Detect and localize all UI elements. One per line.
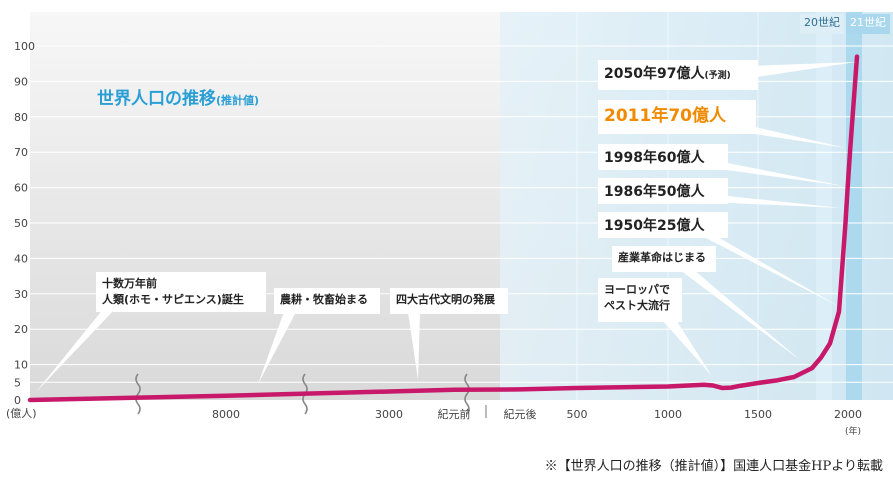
x-tick-label: 1500 <box>744 408 772 421</box>
annotation-text: 農耕・牧畜始まる <box>280 292 368 306</box>
axis-break-mark <box>464 373 470 415</box>
annotation-pointer <box>702 236 838 306</box>
annotation-industrial: 産業革命はじまる <box>612 246 800 360</box>
chart-title-suffix: (推計値) <box>216 93 259 107</box>
x-tick-label: 500 <box>567 408 588 421</box>
annotation-box <box>612 246 716 272</box>
annotation-small: (予測) <box>704 69 730 81</box>
annotation-box <box>598 100 756 134</box>
annotation-pointer <box>750 62 856 78</box>
annotation-pointer <box>742 124 846 148</box>
era-band-20c <box>816 12 832 400</box>
annotation-box <box>598 60 758 90</box>
era-label-bg-21c <box>846 14 890 34</box>
annotation-text: ヨーロッパで <box>604 283 670 296</box>
annotation-box <box>390 288 508 314</box>
x-axis-unit: (年) <box>845 425 861 437</box>
annotation-box <box>598 278 682 322</box>
chart-title: 世界人口の推移(推計値) <box>97 88 259 109</box>
y-tick-label: 0 <box>14 394 21 407</box>
annotation-agri: 農耕・牧畜始まる <box>258 288 380 384</box>
y-tick-label: 10 <box>14 359 28 372</box>
annotation-pointer <box>408 312 420 380</box>
x-tick-label: 紀元後 <box>504 407 537 421</box>
annotation-text: 2050年97億人(予測) <box>604 65 731 82</box>
annotation-box <box>598 212 728 238</box>
y-axis-unit: (億人) <box>6 407 37 420</box>
annotation-text: 2011年70億人 <box>604 105 727 126</box>
annotation-y2011: 2011年70億人 <box>598 100 846 148</box>
y-tick-label: 30 <box>14 288 28 301</box>
series <box>27 54 860 403</box>
axis-break-mark <box>135 373 141 415</box>
x-tick-label: 8000 <box>212 408 240 421</box>
y-tick-label: 70 <box>14 146 28 159</box>
annotation-y1950: 1950年25億人 <box>598 212 838 306</box>
annotation-text: ペスト大流行 <box>604 298 670 312</box>
x-tick-label: 2000 <box>834 408 862 421</box>
annotation-text: 四大古代文明の発展 <box>396 292 496 306</box>
annotation-pointer <box>258 312 296 384</box>
era-band-21c <box>846 12 862 400</box>
x-tick-label: 紀元前 <box>438 407 471 421</box>
annotation-box <box>96 272 266 312</box>
annotation-text: 人類(ホモ・サピエンス)誕生 <box>102 292 244 306</box>
annotation-text: 1998年60億人 <box>604 149 705 166</box>
annotation-y1986: 1986年50億人 <box>598 178 842 208</box>
annotation-y2050: 2050年97億人(予測) <box>598 60 856 90</box>
y-axis: 0 5 10 20 30 40 50 60 70 80 90 100 (億人) <box>6 40 37 420</box>
annotation-box <box>274 288 380 314</box>
annotation-pointer <box>680 270 800 360</box>
annotation-pointer <box>708 194 842 208</box>
annotation-text: 十数万年前 <box>102 276 157 290</box>
annotation-pointer <box>712 160 844 186</box>
grid-lines <box>30 12 893 418</box>
x-tick-label: 3000 <box>375 408 403 421</box>
annotation-text: 1986年50億人 <box>604 183 705 200</box>
y-tick-label: 50 <box>14 217 28 230</box>
annotation-text: 産業革命はじまる <box>618 250 706 264</box>
x-tick-label: 1000 <box>654 408 682 421</box>
y-tick-label: 80 <box>14 111 28 124</box>
annotation-text: 1950年25億人 <box>604 217 705 234</box>
y-tick-label: 5 <box>14 376 21 389</box>
source-caption: ※【世界人口の推移（推計値）】国連人口基金HPより転載 <box>544 459 883 474</box>
y-tick-label: 40 <box>14 252 28 265</box>
y-tick-label: 100 <box>14 40 35 53</box>
annotation-pointer <box>662 320 712 376</box>
title-group: 世界人口の推移(推計値) <box>97 88 259 109</box>
era-label-20c: 20世紀 <box>804 16 840 29</box>
annotation-box <box>598 144 728 170</box>
annotation-y1998: 1998年60億人 <box>598 144 844 186</box>
annotation-box <box>598 178 728 204</box>
y-tick-label: 90 <box>14 75 28 88</box>
annotation-civ: 四大古代文明の発展 <box>390 288 508 380</box>
annotation-pointer <box>36 308 116 392</box>
y-tick-label: 20 <box>14 323 28 336</box>
era-label-bg-20c <box>800 14 844 34</box>
era-label-21c: 21世紀 <box>850 16 886 29</box>
x-axis: 8000 3000 紀元前 紀元後 500 1000 1500 2000 (年) <box>212 407 862 437</box>
y-tick-label: 60 <box>14 182 28 195</box>
